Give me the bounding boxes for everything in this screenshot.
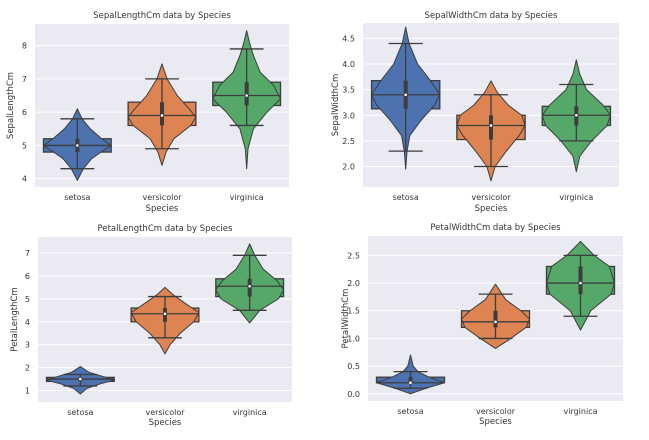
y-tick-label: 8 [22,42,27,51]
chart-panel-petal-width: 0.0 0.5 1.0 1.5 2.0 2.5 setosa versicolor virgin… [341,223,623,427]
y-tick-label: 2.0 [347,279,360,288]
series-virginica [545,241,616,331]
violin-median-dot [163,312,167,316]
violin-median-dot [494,320,497,324]
y-tick-label: 6 [22,108,27,117]
chart-title: SepalLengthCm data by Species [93,11,231,21]
violin-median-dot [409,381,412,385]
violin-median-dot [404,93,407,97]
y-tick-label: 1 [25,387,30,396]
violin-iqr-bar [160,102,164,126]
violin-median-dot [489,124,493,127]
y-tick-label: 1.5 [347,307,360,316]
violin-iqr-bar [493,310,498,328]
series-versicolor [456,80,526,182]
violin-iqr-bar [489,115,493,140]
y-tick-label: 2 [25,364,30,373]
series-virginica [212,30,282,170]
violin-median-dot [575,113,578,117]
y-tick-label: 3.0 [342,111,355,120]
x-tick-label: virginica [564,407,598,416]
series-setosa [42,108,112,181]
y-tick-label: 2.0 [342,163,355,172]
x-tick-label: setosa [64,193,90,202]
x-axis-label: Species [475,204,508,214]
x-tick-label: virginica [559,193,593,202]
y-tick-label: 5 [25,295,30,304]
violin-iqr-bar [244,82,249,106]
series-versicolor [127,63,197,166]
violin-median-dot [579,281,582,285]
x-tick-label: setosa [397,407,423,416]
chart-panel-petal-length: 1 2 3 4 5 6 7 setosa versicolor virginica PetalLen… [10,224,292,428]
series-versicolor [130,286,200,355]
x-tick-label: versicolor [145,408,185,417]
violin-median-dot [76,144,79,147]
y-tick-label: 0.5 [347,362,360,371]
series-virginica [215,243,285,324]
chart-title: PetalLengthCm data by Species [98,224,233,234]
x-tick-label: virginica [233,408,267,417]
y-axis-label: PetalWidthCm [341,289,351,349]
y-tick-label: 5 [22,141,27,150]
y-axis-label: SepalWidthCm [331,74,341,137]
chart-title: PetalWidthCm data by Species [430,223,561,233]
x-tick-label: versicolor [476,407,516,416]
violin-median-dot [79,377,82,381]
violin-iqr-bar [408,377,413,383]
y-tick-label: 4 [22,175,27,184]
x-tick-label: versicolor [142,193,182,202]
y-tick-label: 4.0 [342,60,355,69]
y-tick-label: 2.5 [342,137,355,146]
y-tick-label: 3 [25,341,30,350]
chart-panel-sepal-length: 4 5 6 7 8 setosa versicolor virginica SepalLengt… [6,11,289,214]
x-axis-label: Species [146,204,179,214]
chart-panel-sepal-width: 2.0 2.5 3.0 3.5 4.0 4.5 setosa versicolor virgin… [331,11,619,214]
series-setosa [375,354,446,395]
y-tick-label: 7 [22,75,27,84]
y-tick-label: 1.0 [347,334,360,343]
violin-iqr-bar [578,266,583,295]
y-tick-label: 7 [25,249,30,258]
y-tick-label: 4.5 [342,34,355,43]
chart-title: SepalWidthCm data by Species [425,11,558,21]
violin-median-dot [160,114,164,117]
y-tick-label: 0.0 [347,390,360,399]
violin-median-dot [245,94,248,97]
x-tick-label: setosa [67,408,93,417]
x-tick-label: virginica [230,193,264,202]
y-axis-label: PetalLengthCm [10,287,20,352]
series-versicolor [460,283,531,349]
y-tick-label: 2.5 [347,251,360,260]
series-virginica [541,59,612,173]
y-axis-label: SepalLengthCm [6,72,16,139]
y-tick-label: 3.5 [342,86,355,95]
y-tick-label: 4 [25,318,30,327]
x-tick-label: versicolor [471,193,511,202]
series-setosa [45,365,115,395]
series-setosa [370,26,441,170]
y-tick-label: 6 [25,272,30,281]
x-axis-label: Species [149,418,182,428]
x-axis-label: Species [479,417,512,427]
violin-iqr-bar [247,278,252,297]
violin-median-dot [248,284,251,288]
x-tick-label: setosa [393,193,419,202]
